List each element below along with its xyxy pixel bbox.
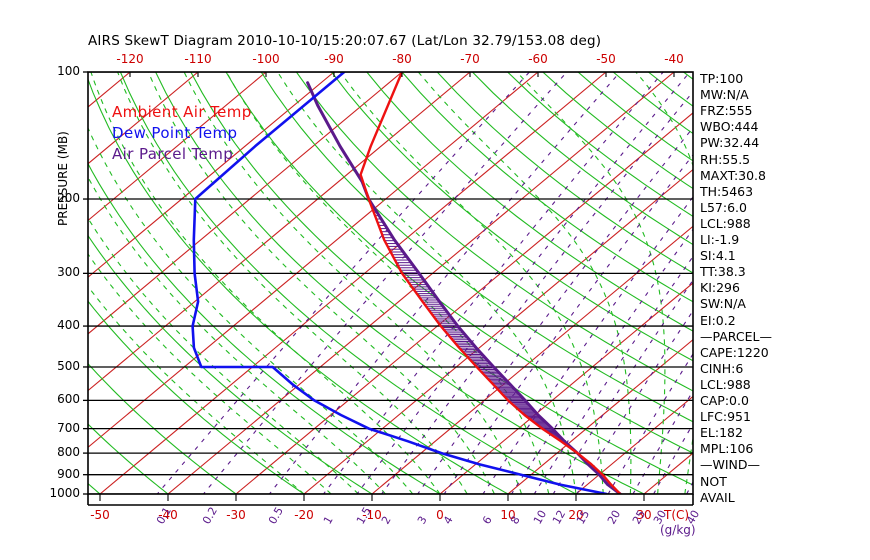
top-temp-tick-label: -100: [252, 52, 280, 66]
parameter-row: LFC:951: [700, 409, 751, 425]
parameter-row: PW:32.44: [700, 135, 760, 151]
parameter-row: LI:-1.9: [700, 232, 740, 247]
pressure-tick-label: 100: [57, 64, 80, 78]
parameter-row: TH:5463: [700, 183, 754, 199]
y-axis-label: PRESSURE (MB): [56, 131, 70, 226]
pressure-tick-label: 500: [57, 358, 80, 373]
parameter-row: MAXT:30.8: [700, 167, 766, 183]
pressure-tick-label: 700: [57, 420, 80, 435]
page-title: AIRS SkewT Diagram 2010-10-10/15:20:07.6…: [88, 33, 602, 49]
parameter-row: NOT: [700, 473, 727, 489]
parameter-row: WBO:444: [700, 119, 759, 135]
temp-axis-unit-label: T(C): [664, 508, 690, 522]
legend-item-1: Ambient Air Temp: [112, 103, 252, 121]
bottom-temp-tick-label: -10: [362, 508, 382, 522]
parameter-row: —PARCEL—: [700, 328, 772, 344]
parameter-row: CAP:0.0: [700, 393, 749, 408]
parameter-row: LCL:988: [700, 215, 751, 231]
bottom-temp-tick-label: -50: [90, 508, 110, 522]
bottom-temp-tick-label: 10: [500, 508, 516, 522]
parameter-row: CAPE:1220: [700, 344, 769, 360]
top-temp-tick-label: -60: [528, 52, 548, 66]
parameter-row: CINH:6: [700, 360, 744, 376]
parameter-row: MW:N/A: [700, 87, 749, 103]
legend-item-2: Dew Point Temp: [112, 124, 238, 142]
top-temp-tick-label: -50: [596, 52, 616, 66]
pressure-tick-label: 300: [57, 265, 80, 280]
parameter-row: EL:182: [700, 425, 743, 441]
top-temp-tick-label: -120: [116, 52, 144, 66]
bottom-temp-tick-label: -30: [226, 508, 246, 522]
pressure-tick-label: 200: [57, 191, 80, 206]
pressure-tick-label: 400: [57, 318, 80, 333]
parameter-row: EI:0.2: [700, 312, 736, 328]
legend-item-3: Air Parcel Temp: [112, 145, 234, 163]
pressure-tick-label: 800: [57, 445, 80, 460]
top-temp-tick-label: -110: [184, 52, 212, 66]
parameter-row: KI:296: [700, 280, 740, 296]
parameter-row: SW:N/A: [700, 296, 746, 312]
pressure-tick-label: 900: [57, 466, 80, 481]
bottom-temp-tick-label: 20: [568, 508, 584, 522]
parameter-row: RH:55.5: [700, 151, 751, 167]
top-temp-tick-label: -40: [664, 52, 684, 66]
pressure-tick-label: 1000: [49, 486, 80, 500]
parameter-row: TP:100: [700, 71, 744, 86]
mixing-ratio-unit-label: (g/kg): [660, 523, 696, 537]
parameter-row: LCL:988: [700, 376, 751, 392]
top-temp-tick-label: -70: [460, 52, 480, 66]
parameter-row: L57:6.0: [700, 199, 747, 215]
parameter-row: —WIND—: [700, 457, 761, 473]
bottom-temp-tick-label: -40: [158, 508, 178, 522]
parameter-row: FRZ:555: [700, 103, 753, 119]
bottom-temp-tick-label: 0: [436, 508, 444, 522]
top-temp-tick-label: -90: [324, 52, 344, 66]
parameter-row: AVAIL: [700, 489, 735, 505]
top-temp-tick-label: -80: [392, 52, 412, 66]
bottom-temp-tick-label: 30: [636, 508, 652, 522]
parameter-row: TT:38.3: [700, 264, 746, 280]
pressure-tick-label: 600: [57, 392, 80, 407]
parameter-row: MPL:106: [700, 441, 754, 457]
parameter-row: SI:4.1: [700, 248, 736, 264]
bottom-temp-tick-label: -20: [294, 508, 314, 522]
